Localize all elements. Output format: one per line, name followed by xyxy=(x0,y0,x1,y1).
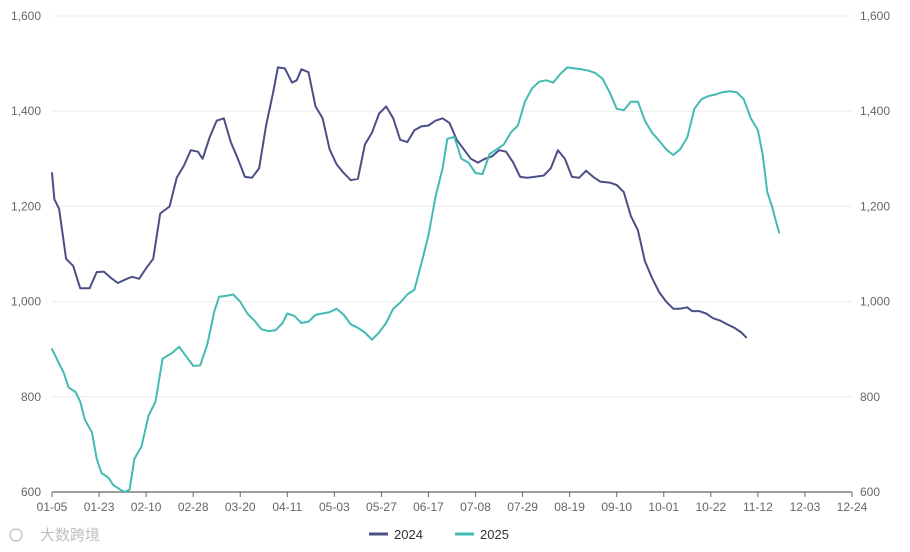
series-line-2024[interactable] xyxy=(51,66,748,339)
x-tick-label: 12-24 xyxy=(837,500,868,514)
x-tick-label: 07-08 xyxy=(460,500,491,514)
y-right-tick-label: 1,400 xyxy=(860,104,890,118)
y-left-tick-label: 1,000 xyxy=(11,295,41,309)
x-tick-label: 03-20 xyxy=(225,500,256,514)
x-tick-label: 01-23 xyxy=(84,500,115,514)
gridlines xyxy=(52,15,852,398)
x-tick-label: 06-17 xyxy=(413,500,444,514)
x-tick-label: 11-12 xyxy=(743,500,773,514)
y-right-tick-label: 1,000 xyxy=(860,295,890,309)
x-tick-label: 12-03 xyxy=(790,500,821,514)
y-left-tick-label: 800 xyxy=(21,390,41,404)
x-axis-ticks: 01-05 01-23 02-10 02-28 03-20 04-11 05-03 05-27… xyxy=(37,492,868,514)
y-left-tick-label: 1,600 xyxy=(11,9,41,23)
y-left-tick-label: 600 xyxy=(21,485,41,499)
y-left-tick-label: 1,400 xyxy=(11,104,41,118)
y-right-tick-label: 800 xyxy=(860,390,880,404)
x-tick-label: 02-28 xyxy=(178,500,209,514)
y-right-tick-label: 1,600 xyxy=(860,9,890,23)
x-tick-label: 05-03 xyxy=(319,500,350,514)
legend-label-2025[interactable]: 2025 xyxy=(480,527,509,542)
legend-label-2024[interactable]: 2024 xyxy=(394,527,423,542)
x-tick-label: 04-11 xyxy=(272,500,302,514)
watermark-logo-icon xyxy=(9,528,23,542)
x-tick-label: 10-01 xyxy=(648,500,679,514)
x-tick-label: 09-10 xyxy=(601,500,632,514)
series-line-2025[interactable] xyxy=(51,66,781,493)
x-tick-label: 05-27 xyxy=(366,500,397,514)
y-left-tick-label: 1,200 xyxy=(11,199,41,213)
y-axis-left: 600 800 1,000 1,200 1,400 1,600 xyxy=(11,9,41,499)
y-axis-right: 600 800 1,000 1,200 1,400 1,600 xyxy=(860,9,890,499)
x-tick-label: 08-19 xyxy=(554,500,585,514)
watermark-text: 大数跨境 xyxy=(40,526,100,544)
y-right-tick-label: 600 xyxy=(860,485,880,499)
x-tick-label: 01-05 xyxy=(37,500,68,514)
y-right-tick-label: 1,200 xyxy=(860,199,890,213)
x-tick-label: 10-22 xyxy=(695,500,726,514)
watermark: 大数跨境 xyxy=(9,526,100,544)
x-tick-label: 02-10 xyxy=(131,500,162,514)
legend: 2024 2025 xyxy=(369,527,509,542)
x-tick-label: 07-29 xyxy=(507,500,538,514)
series-lines xyxy=(51,66,781,493)
